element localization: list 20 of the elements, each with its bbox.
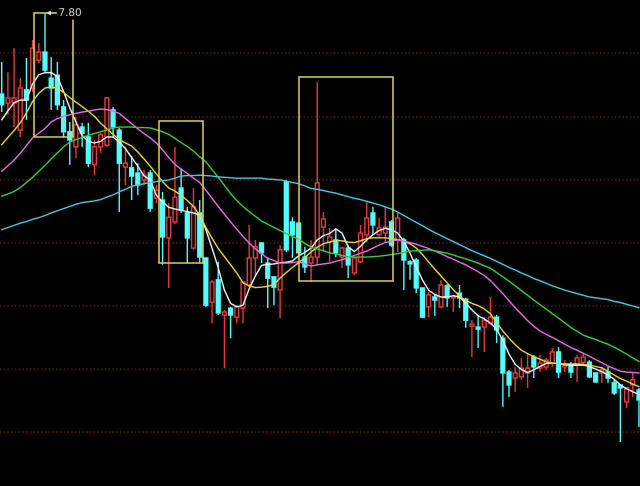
candlestick	[438, 279, 444, 309]
candlestick	[426, 291, 432, 318]
candlestick	[222, 309, 228, 369]
candlestick	[333, 229, 338, 258]
candlestick	[0, 61, 4, 113]
candlestick	[258, 241, 264, 264]
candlestick	[556, 346, 562, 379]
candlestick	[42, 12, 48, 73]
candlestick	[122, 146, 128, 186]
candlestick	[209, 279, 215, 324]
annotation: 7.80	[59, 8, 81, 16]
candlestick	[36, 42, 42, 64]
candlestick	[531, 354, 536, 379]
candlestick	[346, 244, 351, 279]
candlestick	[475, 314, 481, 349]
candlestick	[370, 206, 376, 236]
candlestick	[228, 306, 234, 339]
candlestick	[444, 283, 450, 308]
candlestick	[469, 319, 475, 358]
candlestick	[432, 294, 438, 317]
